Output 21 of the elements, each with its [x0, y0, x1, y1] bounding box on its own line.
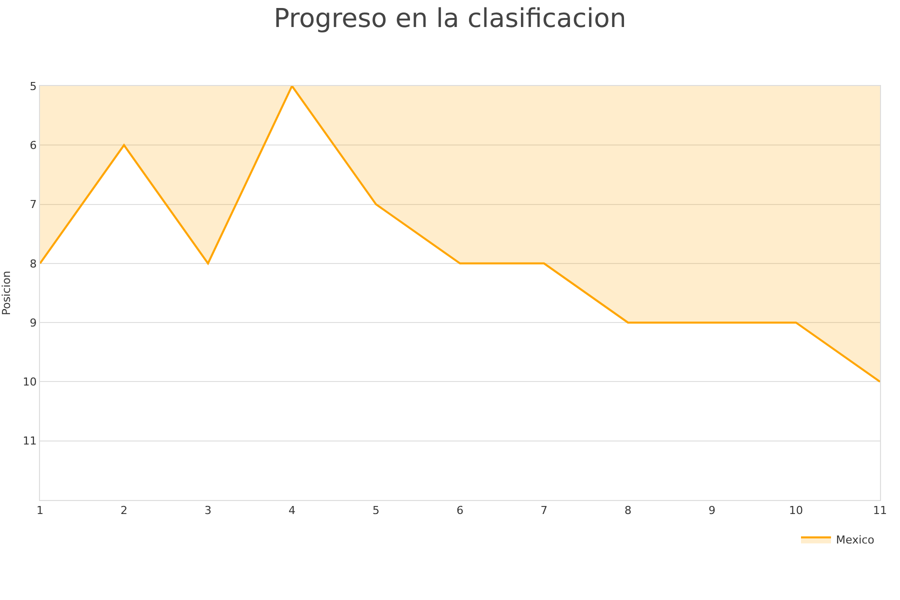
y-tick-label: 8: [30, 257, 37, 270]
y-tick-label: 6: [30, 138, 37, 152]
chart-title: Progreso en la clasificacion: [274, 4, 626, 34]
x-tick-label: 7: [540, 504, 548, 518]
x-tick-label: 6: [456, 504, 464, 518]
x-tick-label: 11: [873, 504, 887, 518]
y-tick-label: 11: [22, 434, 37, 448]
x-tick-label: 3: [204, 504, 212, 518]
x-tick-label: 8: [624, 504, 632, 518]
x-tick-label: 10: [789, 504, 803, 518]
x-tick-label: 4: [288, 504, 296, 518]
x-tick-label: 9: [708, 504, 716, 518]
y-tick-label: 10: [22, 376, 37, 389]
y-axis-title: Posicion: [0, 270, 13, 316]
legend-label: Mexico: [836, 534, 875, 547]
x-tick-label: 2: [120, 504, 128, 518]
y-tick-label: 7: [30, 198, 37, 212]
x-tick-label: 1: [36, 504, 44, 518]
x-tick-label: 5: [372, 504, 380, 518]
y-tick-label: 5: [30, 80, 37, 93]
y-tick-label: 9: [30, 316, 37, 330]
